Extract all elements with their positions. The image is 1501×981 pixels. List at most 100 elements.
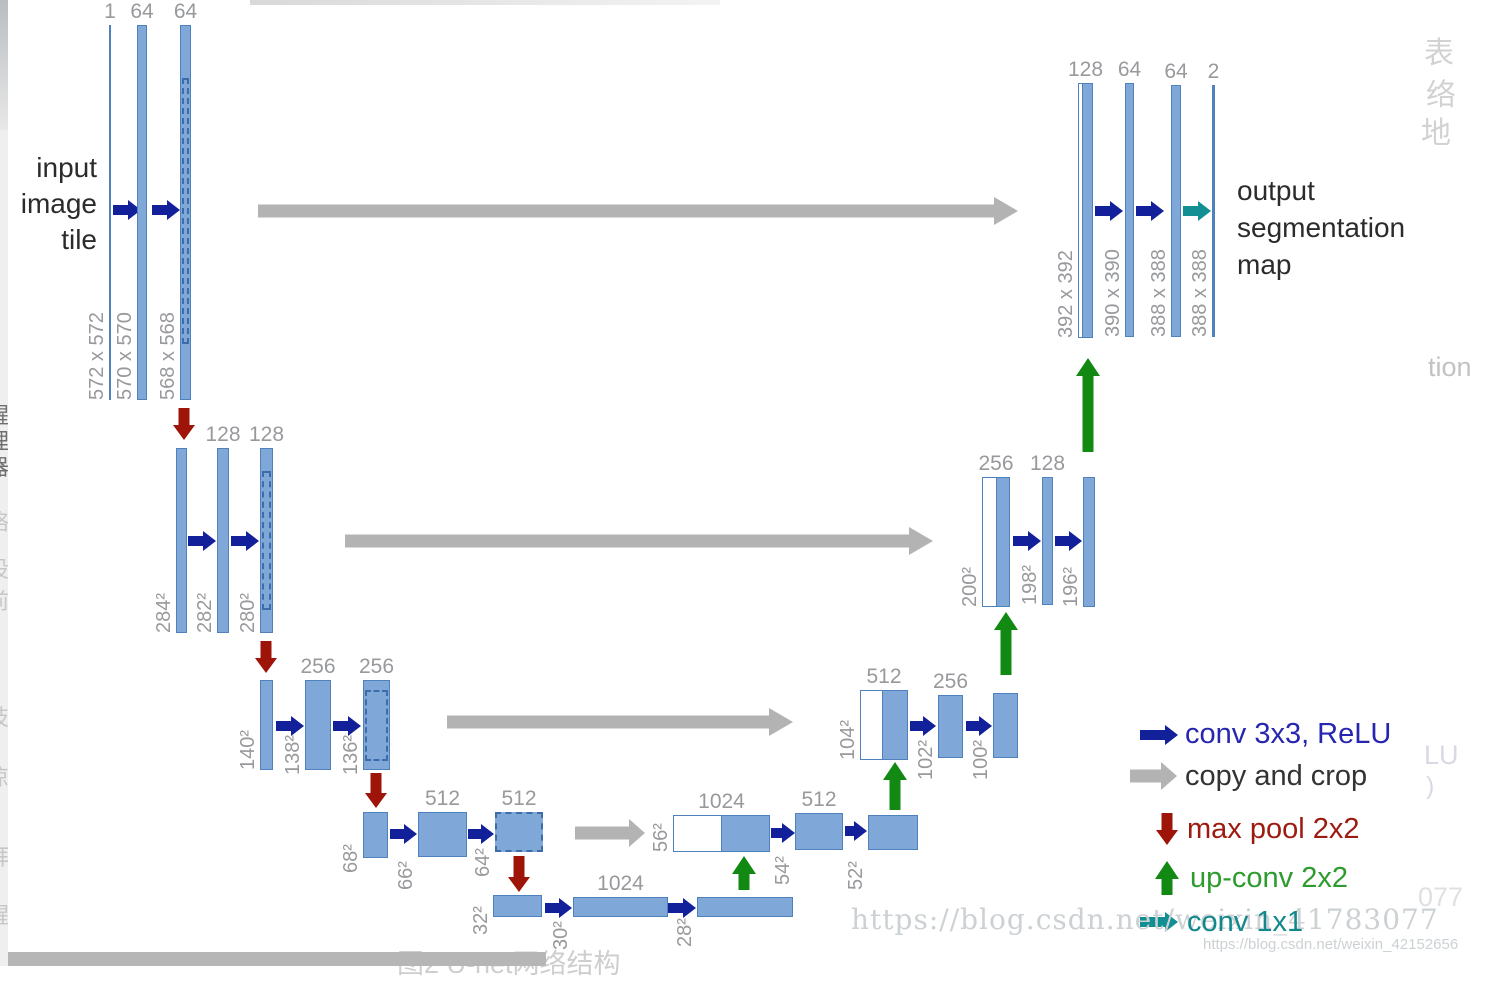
conv3x3-arrow	[333, 716, 361, 736]
feature-map-bar	[260, 680, 273, 770]
feature-size-label: 282²	[194, 592, 216, 633]
feature-size-label: 568 x 568	[157, 312, 179, 400]
left-edge-char-fragment: 技	[0, 700, 8, 732]
channel-count-label: 512	[801, 788, 837, 811]
feature-map-bar	[1171, 85, 1181, 337]
feature-size-label: 52²	[845, 861, 867, 890]
channel-count-label: 128	[1029, 452, 1066, 475]
conv3x3-arrow	[468, 824, 494, 844]
conv3x3-arrow	[910, 716, 936, 736]
feature-map-bar	[795, 813, 843, 850]
feature-size-label: 100²	[970, 739, 992, 780]
up-conv-arrow	[732, 856, 756, 890]
channel-count-label: 256	[932, 670, 969, 693]
channel-count-label: 256	[978, 452, 1014, 475]
ghost-legend-echo-1: LU	[1424, 740, 1459, 770]
channel-count-label: 64	[1164, 60, 1188, 83]
ghost-char-3: 地	[1421, 117, 1451, 150]
feature-size-label: 66²	[395, 861, 417, 890]
conv3x3-arrow	[1055, 531, 1082, 551]
channel-count-label: 1024	[597, 872, 644, 895]
copy-crop-arrow	[345, 527, 933, 555]
left-edge-char-fragment: 设	[0, 552, 8, 584]
up-conv-arrow	[1155, 861, 1179, 895]
left-edge-smudge	[0, 0, 8, 130]
bottom-gray-bar	[0, 952, 546, 966]
feature-size-label: 64²	[472, 848, 494, 877]
feature-size-label: 54²	[772, 856, 794, 885]
feature-size-label: 102²	[915, 739, 937, 780]
channel-count-label: 128	[1067, 58, 1104, 81]
feature-size-label: 570 x 570	[114, 312, 136, 400]
copy-region-dashed-outline	[262, 471, 271, 610]
feature-map-bar	[673, 815, 770, 852]
copy-region-dashed-outline	[365, 690, 388, 761]
left-edge-char-fragment: 醒	[0, 398, 8, 430]
output-segmentation-map-label: output segmentation map	[1237, 172, 1405, 283]
channel-count-label: 512	[866, 665, 902, 688]
feature-map-bar	[305, 680, 331, 770]
feature-size-label: 32²	[470, 906, 492, 935]
ghost-legend-echo-3: 077	[1418, 882, 1464, 912]
conv3x3-arrow	[1013, 531, 1041, 551]
watermark-large: https://blog.csdn.net/weixin_41783077	[851, 903, 1439, 936]
feature-size-label: 200²	[959, 566, 981, 607]
channel-count-label: 64	[1117, 58, 1142, 81]
feature-map-bar	[1212, 85, 1215, 337]
feature-map-bar	[1083, 477, 1095, 607]
conv3x3-arrow	[276, 716, 304, 736]
feature-map-bar	[697, 897, 793, 917]
ghost-char-2: 络	[1426, 79, 1456, 112]
feature-size-label: 284²	[153, 592, 175, 633]
feature-map-bar	[493, 895, 542, 917]
feature-map-blue-half	[1081, 84, 1092, 337]
input-label-line3: tile	[61, 224, 97, 255]
max-pool-arrow	[1156, 813, 1178, 845]
channel-count-label: 64	[130, 0, 154, 23]
feature-size-label: 28²	[674, 918, 696, 947]
conv3x3-arrow	[771, 823, 795, 843]
feature-size-label: 572 x 572	[86, 312, 108, 400]
feature-map-bar	[982, 477, 1010, 607]
feature-map-bar	[993, 693, 1018, 758]
feature-size-label: 138²	[282, 734, 304, 775]
left-edge-char-fragment: 理	[0, 424, 8, 456]
copy-crop-arrow	[575, 819, 645, 847]
feature-map-bar	[1042, 477, 1053, 605]
feature-map-bar	[418, 812, 467, 857]
feature-map-bar	[363, 812, 388, 858]
feature-size-label: 198²	[1019, 564, 1041, 605]
feature-size-label: 388 x 388	[1148, 249, 1170, 337]
legend-label-copy-crop: copy and crop	[1185, 760, 1368, 792]
max-pool-arrow	[255, 641, 277, 673]
up-conv-arrow	[1076, 358, 1100, 452]
feature-size-label: 280²	[237, 592, 259, 633]
channel-count-label: 64	[173, 0, 198, 23]
feature-map-bar	[137, 25, 147, 400]
channel-count-label: 128	[248, 423, 285, 446]
channel-count-label: 128	[205, 423, 241, 446]
channel-count-label: 1	[104, 0, 116, 23]
top-edge-artifact	[250, 0, 720, 5]
channel-count-label: 2	[1207, 60, 1220, 83]
feature-size-label: 136²	[340, 734, 362, 775]
copy-crop-arrow	[447, 708, 793, 736]
copy-crop-arrow	[258, 197, 1018, 225]
feature-map-blue-half	[882, 691, 907, 759]
conv3x3-arrow	[845, 821, 867, 841]
max-pool-arrow	[173, 408, 195, 440]
input-image-tile-label: input image tile	[0, 150, 97, 258]
feature-size-label: 388 x 388	[1189, 249, 1211, 337]
feature-size-label: 68²	[340, 844, 362, 873]
max-pool-arrow	[508, 856, 530, 892]
feature-size-label: 104²	[837, 719, 859, 760]
feature-size-label: 196²	[1060, 566, 1082, 607]
up-conv-arrow	[883, 762, 907, 810]
conv1x1-arrow	[1183, 201, 1211, 221]
up-conv-arrow	[994, 612, 1018, 675]
conv3x3-arrow	[1136, 201, 1164, 221]
feature-map-bar	[1078, 83, 1093, 338]
input-label-line2: image	[20, 188, 97, 219]
conv3x3-arrow	[966, 716, 992, 736]
